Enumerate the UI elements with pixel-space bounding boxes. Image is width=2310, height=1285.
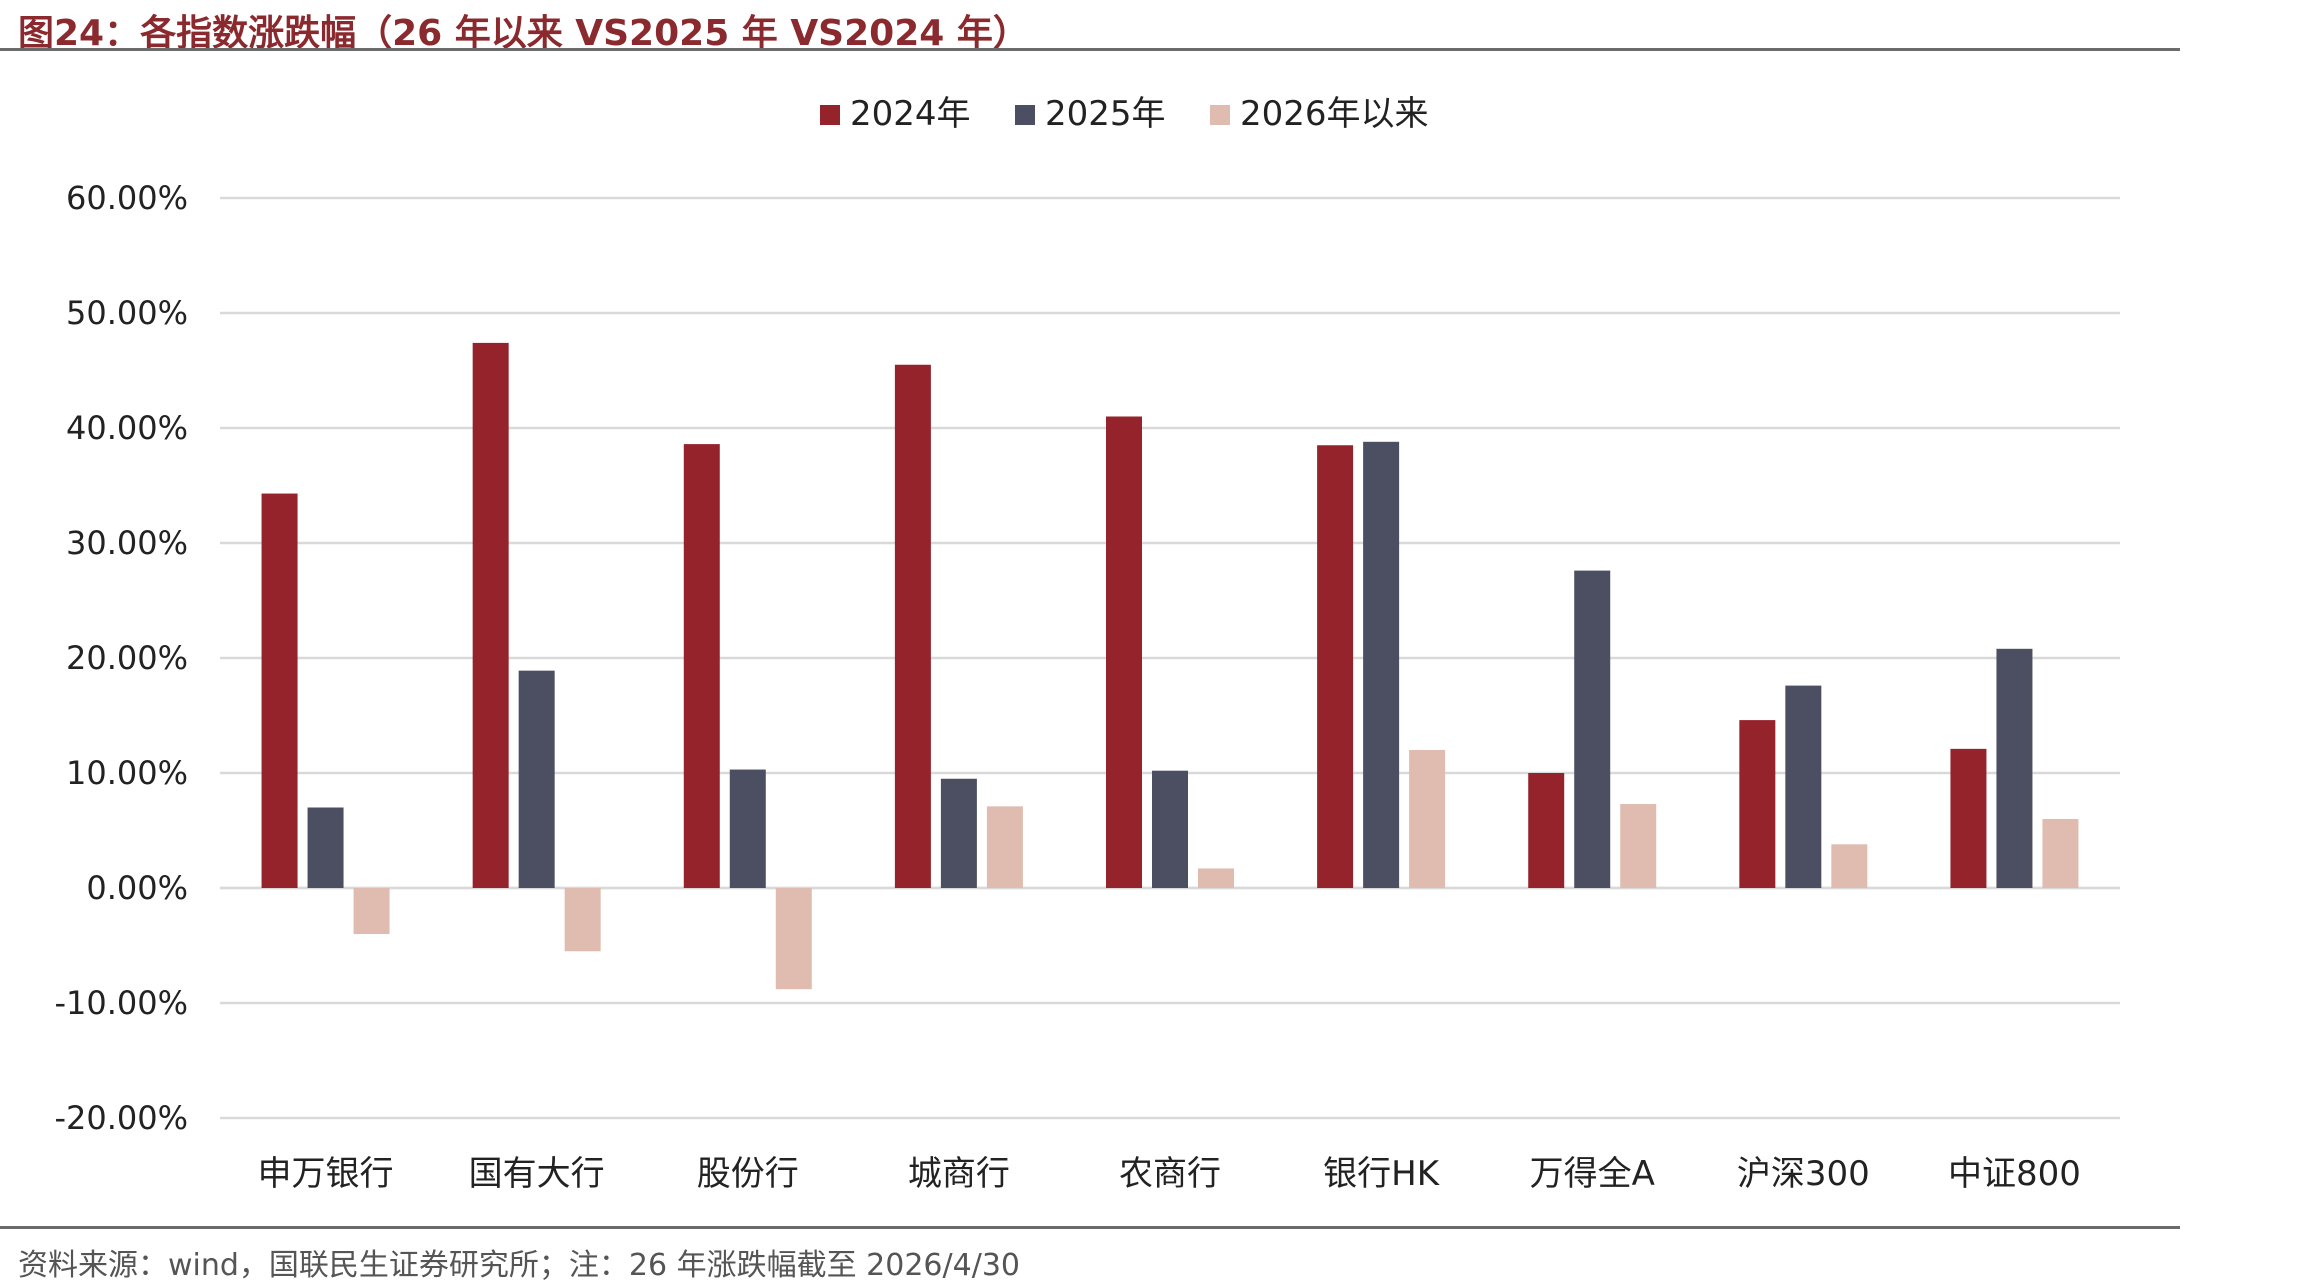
x-tick-label: 中证800 xyxy=(1948,1154,2081,1194)
bar xyxy=(1409,750,1446,888)
y-tick-label: 0.00% xyxy=(86,869,188,907)
legend-label: 2026年以来 xyxy=(1240,94,1429,134)
y-tick-label: 30.00% xyxy=(66,524,188,562)
legend-swatch xyxy=(1210,105,1230,125)
x-tick-label: 万得全A xyxy=(1530,1154,1655,1194)
bar xyxy=(1152,770,1188,888)
x-tick-label: 股份行 xyxy=(697,1154,799,1194)
x-tick-label: 国有大行 xyxy=(469,1154,605,1194)
y-tick-label: 10.00% xyxy=(66,754,188,792)
bar xyxy=(1831,844,1868,888)
bar xyxy=(729,769,766,888)
title-divider xyxy=(0,48,2180,51)
x-tick-label: 申万银行 xyxy=(258,1154,394,1194)
x-tick-label: 农商行 xyxy=(1119,1154,1221,1194)
y-tick-label: 20.00% xyxy=(66,639,188,677)
legend-swatch xyxy=(820,105,840,125)
bar xyxy=(307,807,344,888)
bar xyxy=(1198,868,1234,888)
bar xyxy=(1950,748,1987,888)
legend-swatch xyxy=(1015,105,1035,125)
x-tick-label: 城商行 xyxy=(908,1154,1010,1194)
bar xyxy=(894,364,931,888)
y-axis-ticks: -20.00% -10.00% 0.00% 10.00% 20.00% 30.00% 40.… xyxy=(54,179,188,1137)
bar xyxy=(2042,819,2079,888)
bar xyxy=(1785,685,1822,888)
bar xyxy=(564,888,601,952)
bar xyxy=(1363,441,1400,888)
bar xyxy=(261,493,298,888)
legend-item: 2025年 xyxy=(1015,94,1166,134)
bar xyxy=(940,778,977,888)
chart-legend: 2024年 2025年 2026年以来 xyxy=(820,94,1429,134)
figure-title: 图24：各指数涨跌幅（26 年以来 VS2025 年 VS2024 年） xyxy=(18,13,1029,54)
y-tick-label: 60.00% xyxy=(66,179,188,217)
bar-series xyxy=(261,342,2079,990)
x-tick-label: 银行HK xyxy=(1323,1154,1441,1194)
bar xyxy=(986,806,1023,888)
bar xyxy=(353,888,390,934)
source-divider xyxy=(0,1226,2180,1229)
y-tick-label: -20.00% xyxy=(54,1099,188,1137)
y-tick-label: 50.00% xyxy=(66,294,188,332)
bar xyxy=(1996,648,2033,888)
bar-chart: -20.00% -10.00% 0.00% 10.00% 20.00% 30.00% 40.… xyxy=(54,94,2120,1194)
legend-item: 2026年以来 xyxy=(1210,94,1429,134)
legend-label: 2024年 xyxy=(850,94,971,134)
bar xyxy=(1574,570,1611,888)
bar xyxy=(775,888,812,990)
bar xyxy=(683,444,720,888)
y-tick-label: -10.00% xyxy=(54,984,188,1022)
source-note: 资料来源：wind，国联民生证券研究所；注：26 年涨跌幅截至 2026/4/3… xyxy=(18,1248,1020,1283)
x-axis-ticks: 申万银行 国有大行 股份行 城商行 农商行 银行HK 万得全A 沪深300 中证800 xyxy=(258,1154,2081,1194)
y-tick-label: 40.00% xyxy=(66,409,188,447)
bar xyxy=(1528,773,1565,888)
legend-label: 2025年 xyxy=(1045,94,1166,134)
x-tick-label: 沪深300 xyxy=(1737,1154,1870,1194)
bar xyxy=(1317,445,1354,888)
bar xyxy=(518,670,555,888)
bar xyxy=(1739,720,1776,888)
bar xyxy=(1620,804,1657,888)
legend-item: 2024年 xyxy=(820,94,971,134)
bar xyxy=(1106,416,1142,888)
bar xyxy=(472,342,509,888)
